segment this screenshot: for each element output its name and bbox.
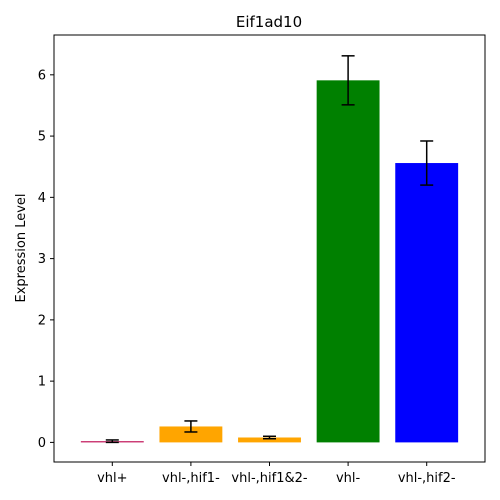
y-tick-label: 4 bbox=[38, 191, 46, 206]
x-tick-label: vhl-,hif1&2- bbox=[231, 471, 307, 486]
x-tick-label: vhl- bbox=[336, 471, 361, 486]
chart-title: Eif1ad10 bbox=[236, 13, 302, 31]
bar bbox=[238, 437, 301, 443]
x-tick-label: vhl-,hif1- bbox=[162, 471, 220, 486]
bar bbox=[159, 426, 223, 443]
x-tick-label: vhl+ bbox=[97, 471, 127, 486]
y-tick-label: 5 bbox=[38, 130, 46, 145]
x-tick-label: vhl-,hif2- bbox=[398, 471, 456, 486]
y-tick-label: 3 bbox=[38, 252, 46, 267]
y-tick-label: 0 bbox=[38, 436, 46, 451]
y-tick-label: 6 bbox=[38, 68, 46, 83]
y-axis: 0 1 2 3 4 5 6 bbox=[38, 68, 54, 451]
bar bbox=[395, 163, 459, 443]
error-bar bbox=[184, 420, 198, 433]
x-axis: vhl+ vhl-,hif1- vhl-,hif1&2- vhl-vhl-,hif2- bbox=[97, 462, 456, 486]
y-tick-label: 2 bbox=[38, 313, 46, 328]
plot-area bbox=[80, 55, 459, 444]
error-bar bbox=[341, 55, 355, 106]
bar bbox=[316, 80, 380, 443]
y-axis-label: Expression Level bbox=[14, 193, 29, 302]
error-bar bbox=[420, 140, 434, 186]
error-bar bbox=[105, 439, 119, 444]
y-tick-label: 1 bbox=[38, 375, 46, 390]
error-bar bbox=[263, 435, 276, 440]
